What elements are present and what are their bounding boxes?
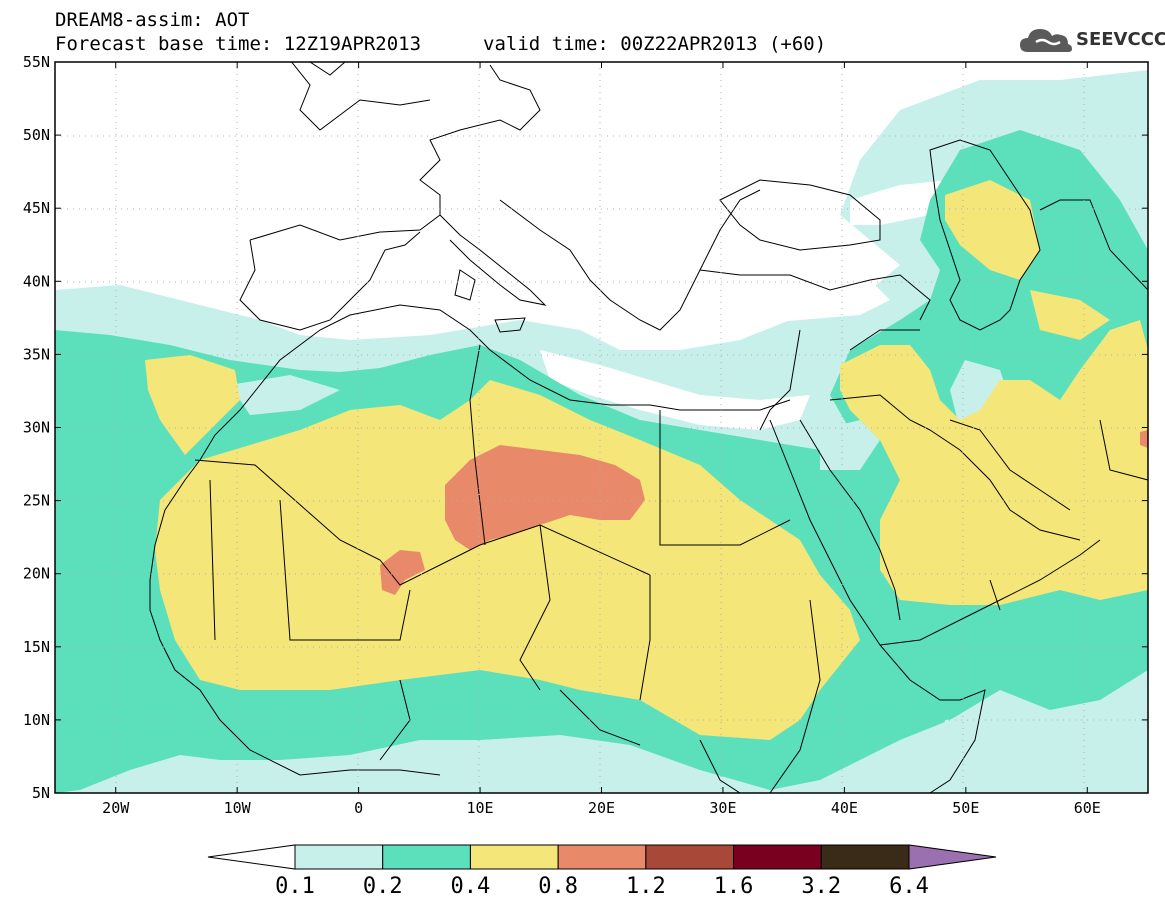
aot-contour-0.8 [445, 445, 645, 550]
colorbar-segment [382, 844, 471, 870]
lat-tick-label: 20N [23, 565, 50, 583]
lon-tick-label: 20E [588, 799, 615, 817]
colorbar-segment [733, 844, 822, 870]
colorbar-low-triangle [207, 844, 296, 870]
colorbar-segment [645, 844, 735, 870]
lat-tick-label: 5N [32, 784, 50, 802]
aot-field [55, 62, 1148, 793]
lon-tick-label: 10W [224, 799, 252, 817]
lat-tick-label: 10N [23, 711, 50, 729]
lon-tick-label: 0 [354, 799, 363, 817]
colorbar-level-label: 0.2 [363, 874, 403, 899]
lon-tick-label: 20W [102, 799, 130, 817]
colorbar-level-label: 0.8 [538, 874, 578, 899]
colorbar-segment [820, 844, 910, 870]
graticule [55, 62, 1148, 793]
colorbar-high-triangle [908, 844, 997, 870]
forecast-base-time: Forecast base time: 12Z19APR2013 [55, 33, 422, 55]
cloud-icon [1020, 29, 1072, 52]
colorbar-segment [294, 844, 384, 870]
coastlines [149, 62, 1148, 793]
lon-tick-label: 30E [709, 799, 736, 817]
axes: 5N 10N 15N 20N 25N 30N 35N 40N 45N 50N 55N 20W 10W 0 1… [23, 53, 1148, 817]
colorbar-level-label: 3.2 [801, 874, 841, 899]
lon-tick-label: 10E [467, 799, 494, 817]
seevccc-logo: SEEVCCC [1018, 24, 1165, 58]
lon-tick-label: 60E [1074, 799, 1101, 817]
lat-tick-label: 25N [23, 492, 50, 510]
lat-tick-label: 15N [23, 638, 50, 656]
lat-tick-label: 30N [23, 419, 50, 437]
map-title: DREAM8-assim: AOT [55, 9, 250, 31]
lat-tick-label: 40N [23, 272, 50, 290]
colorbar-level-label: 1.6 [714, 874, 754, 899]
colorbar-level-label: 0.4 [451, 874, 491, 899]
lat-tick-label: 55N [23, 53, 50, 71]
lon-tick-label: 40E [831, 799, 858, 817]
colorbar-level-label: 0.1 [275, 874, 315, 899]
logo-text: SEEVCCC [1076, 29, 1165, 50]
lon-tick-label: 50E [952, 799, 979, 817]
colorbar-level-label: 1.2 [626, 874, 666, 899]
aot-contour-0.4 [155, 380, 860, 740]
lat-tick-label: 50N [23, 126, 50, 144]
colorbar-level-label: 6.4 [889, 874, 929, 899]
colorbar-segment [469, 844, 559, 870]
colorbar: 0.1 0.2 0.4 0.8 1.2 1.6 3.2 6.4 [207, 844, 997, 899]
valid-time: valid time: 00Z22APR2013 (+60) [483, 33, 827, 55]
lat-tick-label: 45N [23, 199, 50, 217]
colorbar-segment [557, 844, 647, 870]
lat-tick-label: 35N [23, 345, 50, 363]
